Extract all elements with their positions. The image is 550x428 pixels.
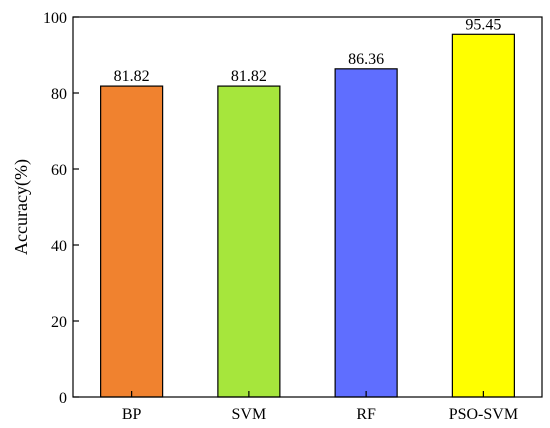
x-tick-label: SVM	[232, 406, 267, 423]
y-tick-label: 60	[51, 162, 67, 179]
value-label: 86.36	[348, 51, 384, 68]
value-labels-group: 81.82 81.82 86.36 95.45	[114, 16, 502, 85]
value-label: 81.82	[114, 68, 150, 85]
plot-frame	[72, 16, 543, 398]
y-axis-label: Accuracy(%)	[11, 159, 32, 255]
x-axis-ticks: BP SVM RF PSO-SVM	[122, 391, 518, 423]
x-tick-label: RF	[356, 406, 376, 423]
y-tick-label: 20	[51, 314, 67, 331]
y-tick-label: 100	[43, 10, 67, 27]
bars-group	[100, 33, 515, 398]
x-tick-label: PSO-SVM	[449, 406, 518, 423]
bar-rf	[334, 68, 398, 398]
y-tick-label: 80	[51, 86, 67, 103]
y-tick-label: 40	[51, 238, 67, 255]
bar-svm	[217, 85, 281, 398]
y-tick-label: 0	[59, 390, 67, 407]
value-label: 95.45	[465, 16, 501, 33]
x-tick-label: BP	[122, 406, 142, 423]
bar-pso-svm	[451, 33, 515, 398]
bar-bp	[100, 85, 164, 398]
value-label: 81.82	[231, 68, 267, 85]
